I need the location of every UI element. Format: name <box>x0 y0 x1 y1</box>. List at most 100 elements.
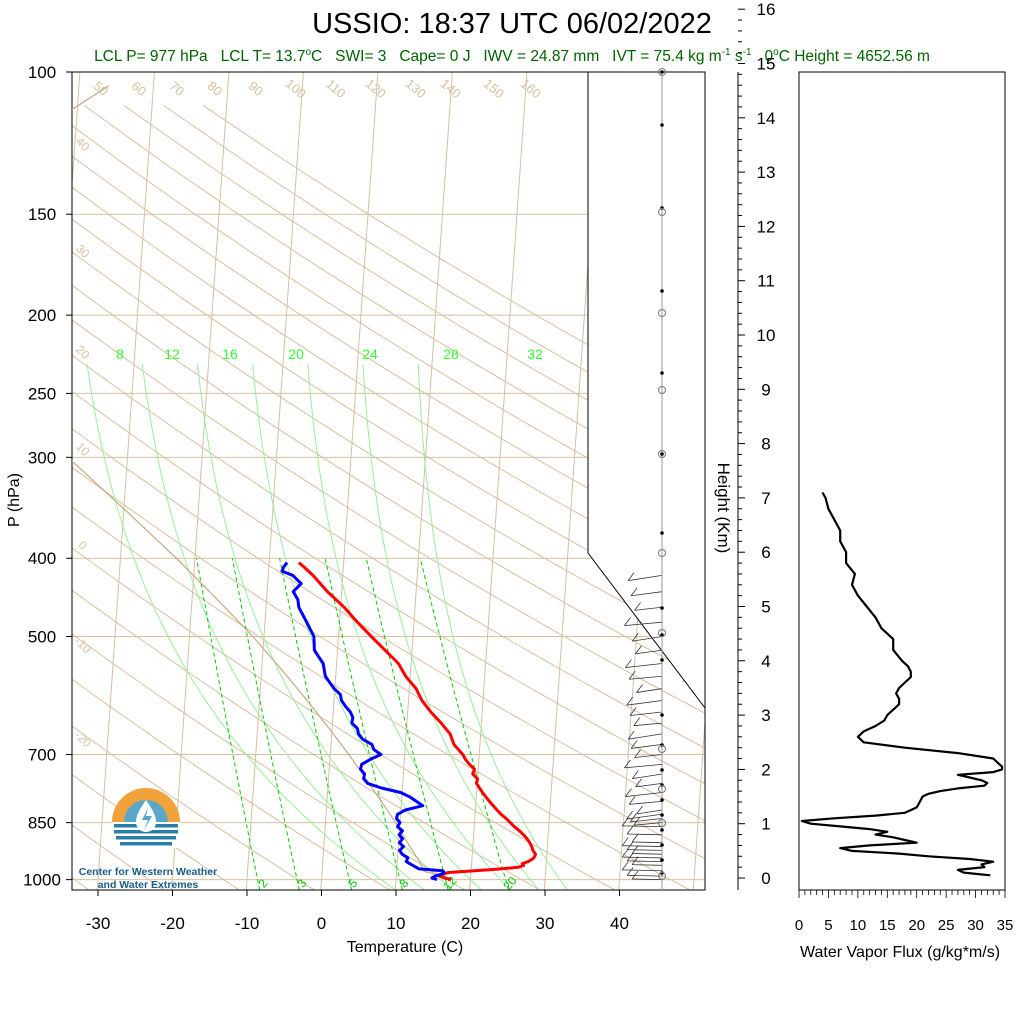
wind-barb <box>636 688 663 693</box>
wind-barb-flag <box>626 825 634 835</box>
height-tick-label: 4 <box>761 652 770 671</box>
height-tick-label: 0 <box>761 869 770 888</box>
isotherm-label: 20 <box>73 342 93 362</box>
wind-barb-flag <box>636 805 643 815</box>
barb-level-dot <box>660 843 664 847</box>
wind-barb-flag <box>628 671 636 680</box>
dry-adiabat-label: 100 <box>283 76 309 101</box>
chart-title: USSIO: 18:37 UTC 06/02/2022 <box>312 8 712 40</box>
wind-barb <box>634 754 663 758</box>
isotherm-line <box>394 72 453 890</box>
wind-barb-flag <box>621 837 629 846</box>
wind-barb-flag <box>635 778 642 788</box>
stat-lcl-pressure: LCL P= 977 hPa <box>94 48 208 66</box>
water-vapor-flux-line <box>800 491 1004 877</box>
height-tick-label: 1 <box>761 815 770 834</box>
cw3e-logo: Center for Western Weather and Water Ext… <box>79 788 217 891</box>
moist-adiabat-label: 28 <box>443 346 459 362</box>
dry-adiabat-line <box>83 104 705 494</box>
dry-adiabat-line <box>72 125 705 523</box>
mixing-ratio-label: 5 <box>345 876 360 890</box>
barb-level-dot <box>660 633 664 637</box>
dry-adiabat-label: 80 <box>205 78 226 99</box>
wind-barb <box>622 869 663 872</box>
wind-barb-flag <box>631 833 639 843</box>
pressure-tick-label: 100 <box>28 63 56 82</box>
dry-adiabat-label: 70 <box>167 78 188 99</box>
dry-adiabat-label: 90 <box>246 78 267 99</box>
dry-adiabat-line <box>72 251 705 647</box>
wind-barb <box>634 606 663 611</box>
mixing-ratio-line <box>324 558 403 890</box>
dry-adiabat-label: 160 <box>518 76 544 101</box>
moist-adiabat-line <box>362 364 540 890</box>
calm-wind-circle <box>658 819 666 827</box>
pressure-tick-label: 250 <box>28 384 56 403</box>
mixing-ratio-line <box>279 558 353 890</box>
flux-tick-label: 5 <box>824 917 832 934</box>
wind-barb <box>622 856 663 859</box>
wind-barb-flag <box>633 717 641 726</box>
barb-level-dot <box>660 768 664 772</box>
calm-wind-circle <box>658 68 666 76</box>
wind-barb <box>633 722 663 727</box>
wind-barb <box>627 833 663 836</box>
height-tick-label: 9 <box>761 380 770 399</box>
barb-level-dot <box>660 813 664 817</box>
wind-barb-flag <box>631 632 639 642</box>
dry-adiabat-label: 60 <box>129 78 150 99</box>
isotherm-line <box>469 72 528 890</box>
pressure-tick-label: 850 <box>28 814 56 833</box>
stat-cape: Cape= 0 J <box>399 48 471 66</box>
wind-barb-flag <box>634 602 641 611</box>
temperature-tick-label: -10 <box>235 914 260 933</box>
dry-adiabat-line <box>72 186 705 584</box>
wind-barb-flag <box>625 788 632 797</box>
isotherm-label: -10 <box>72 634 94 656</box>
calm-wind-circle <box>658 629 666 637</box>
dry-adiabat-line <box>72 678 391 890</box>
isotherm-label: 0 <box>76 538 91 553</box>
temperature-tick-label: 40 <box>610 914 629 933</box>
height-tick-label: 13 <box>757 163 776 182</box>
wind-barb-flag <box>630 740 638 749</box>
wind-barb <box>627 860 663 863</box>
flux-tick-label: 0 <box>795 917 803 934</box>
moist-adiabat-line <box>86 364 397 890</box>
dry-adiabat-line <box>72 155 705 553</box>
stat-swi: SWI= 3 <box>335 48 387 66</box>
stat-freezing-height: 0oC Height = 4652.56 m <box>764 47 930 66</box>
plot-frame <box>71 71 706 891</box>
wind-barb <box>624 621 663 627</box>
isotherm-line <box>72 72 81 193</box>
wind-barb <box>628 733 663 740</box>
height-tick-label: 14 <box>757 109 776 128</box>
wind-barb <box>629 675 663 680</box>
isotherm-line <box>171 72 230 890</box>
wind-barb <box>635 782 663 788</box>
dry-adiabat-label: 120 <box>363 76 389 101</box>
wind-barb <box>632 853 663 855</box>
wind-barb <box>622 845 663 847</box>
temperature-tick-label: 0 <box>317 914 326 933</box>
wind-barb <box>631 743 663 749</box>
height-tick-label: 11 <box>757 272 775 291</box>
dry-adiabat-label: 110 <box>323 76 349 101</box>
wind-barb-flag <box>621 861 629 871</box>
stat-iwv: IWV = 24.87 mm <box>483 48 600 66</box>
barb-level-dot <box>660 858 664 862</box>
moist-adiabat-label: 8 <box>116 346 124 362</box>
wind-barb <box>636 809 663 815</box>
temperature-tick-label: -20 <box>160 914 185 933</box>
dry-adiabat-line <box>72 547 616 890</box>
pressure-tick-label: 300 <box>28 448 56 467</box>
calm-wind-circle <box>658 208 666 216</box>
dry-adiabat-line <box>72 589 541 890</box>
pressure-tick-label: 150 <box>28 205 56 224</box>
height-tick-label: 6 <box>761 543 770 562</box>
barb-level-dot <box>660 658 664 662</box>
moist-adiabat-label: 12 <box>164 346 180 362</box>
dry-adiabat-label: 130 <box>403 76 429 101</box>
flux-tick-label: 25 <box>938 917 955 934</box>
